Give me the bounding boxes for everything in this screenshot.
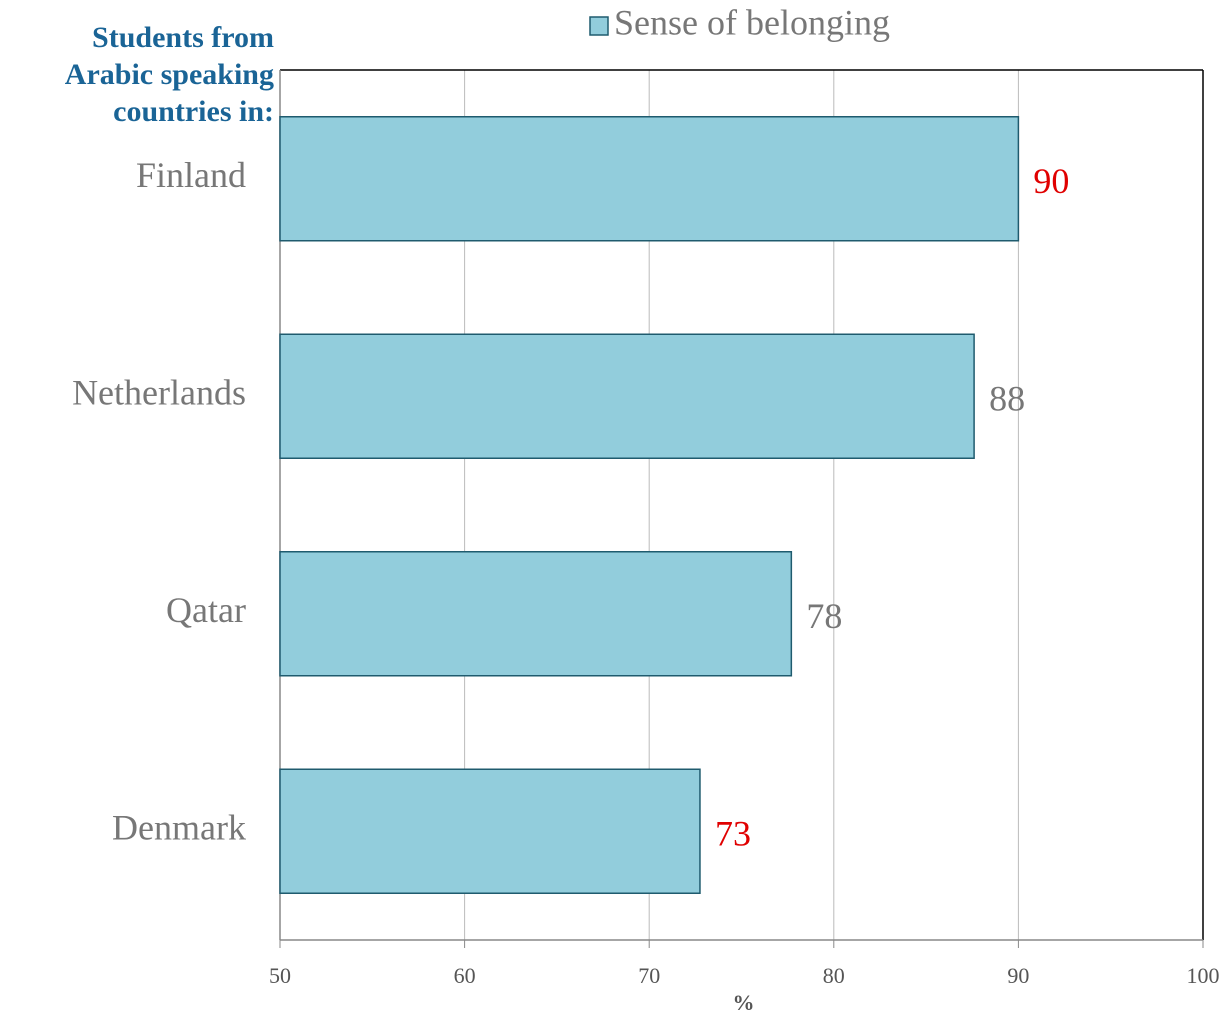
y-tick-label: Qatar (166, 590, 246, 630)
x-tick-label: 100 (1187, 963, 1220, 988)
x-tick-label: 90 (1007, 963, 1029, 988)
x-tick-label: 70 (638, 963, 660, 988)
bar (279, 116, 1020, 242)
legend-swatch (589, 16, 609, 36)
bar (279, 768, 701, 894)
x-tick-label: 50 (269, 963, 291, 988)
y-tick-label: Denmark (112, 808, 246, 848)
data-label: 73 (715, 814, 751, 854)
legend-label: Sense of belonging (614, 2, 890, 42)
y-axis-label: Arabic speaking (65, 58, 274, 91)
y-axis-label: Students from (92, 21, 274, 54)
x-tick-label: 60 (454, 963, 476, 988)
bar (279, 551, 793, 677)
x-axis-label: % (733, 990, 755, 1015)
data-label: 78 (806, 596, 842, 636)
bar (279, 333, 975, 459)
data-label: 88 (989, 379, 1025, 419)
x-tick-label: 80 (823, 963, 845, 988)
y-tick-label: Netherlands (72, 373, 246, 413)
y-tick-label: Finland (136, 155, 246, 195)
data-label: 90 (1033, 161, 1069, 201)
y-axis-label: countries in: (113, 95, 274, 128)
